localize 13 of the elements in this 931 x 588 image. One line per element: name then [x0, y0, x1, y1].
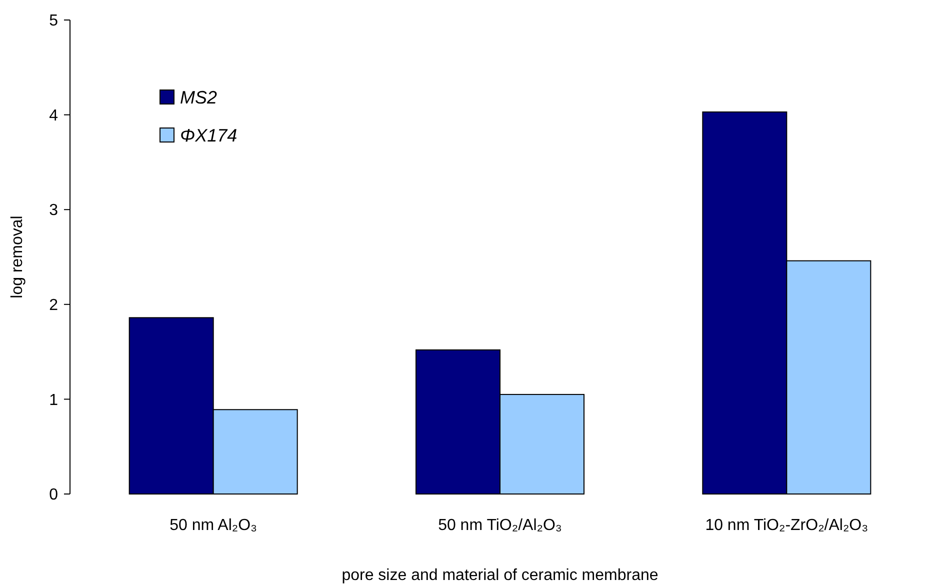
- x-tick-label: 50 nm TiO₂/Al₂O₃: [438, 517, 562, 534]
- legend-label: MS2: [180, 87, 218, 108]
- y-tick-label: 0: [49, 486, 58, 504]
- y-tick-label: 1: [49, 392, 58, 409]
- legend-label: ΦX174: [180, 125, 238, 146]
- y-tick-label: 3: [49, 202, 58, 220]
- y-axis-title: log removal: [9, 216, 26, 298]
- x-tick-label: 50 nm Al₂O₃: [170, 517, 258, 534]
- x-axis-title: pore size and material of ceramic membrane: [342, 567, 658, 584]
- y-tick-label: 5: [49, 12, 58, 30]
- x-tick-label: 10 nm TiO₂-ZrO₂/Al₂O₃: [705, 517, 868, 534]
- y-tick-label: 2: [49, 297, 58, 314]
- y-tick-label: 4: [49, 107, 58, 124]
